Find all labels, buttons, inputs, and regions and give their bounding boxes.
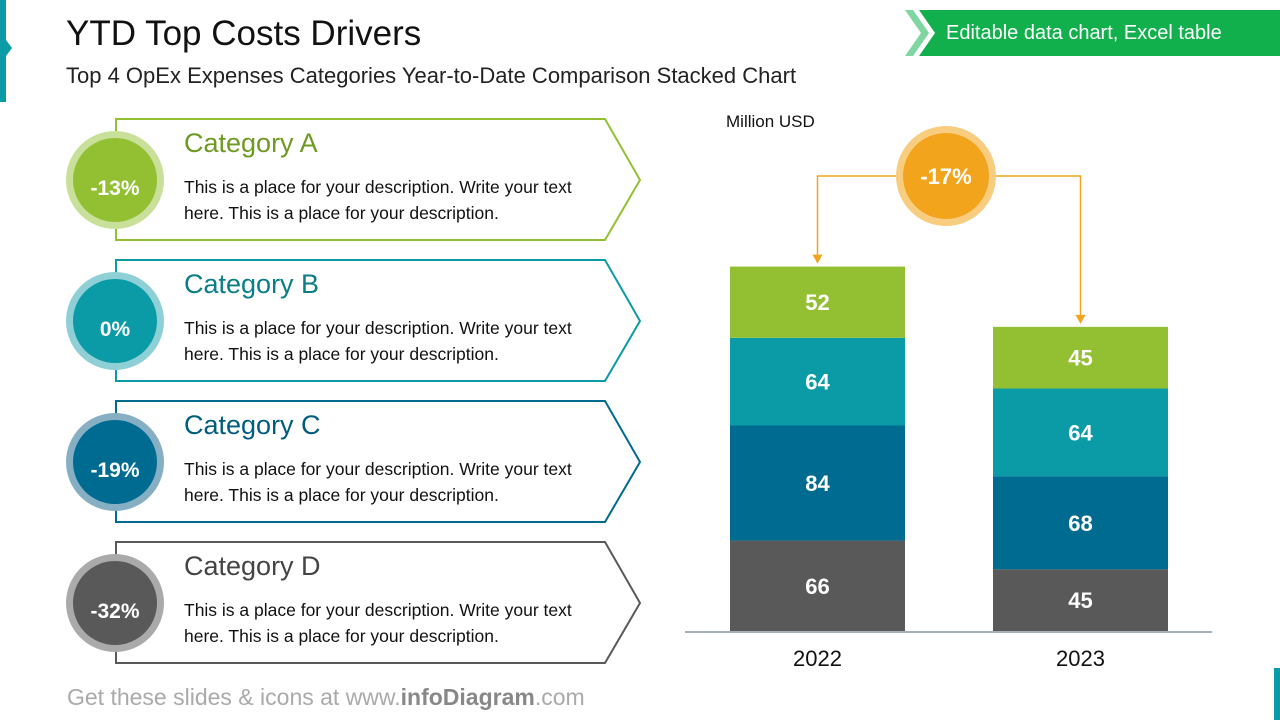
data-label: 64 <box>805 370 830 395</box>
change-badge <box>903 133 989 219</box>
bar-segment <box>730 425 905 541</box>
category-card: -13% Category A This is a place for your… <box>60 118 660 242</box>
arrow-box-shape <box>66 259 642 382</box>
banner-label: Editable data chart, Excel table <box>946 22 1222 44</box>
footer-text: Get these slides & icons at www.infoDiag… <box>67 684 585 711</box>
change-value: -13% <box>90 177 140 200</box>
data-label: 68 <box>1068 511 1092 536</box>
bar-segment <box>730 266 905 338</box>
category-card: 0% Category B This is a place for your d… <box>60 259 660 383</box>
change-value: -19% <box>90 459 140 482</box>
page-subtitle: Top 4 OpEx Expenses Categories Year-to-D… <box>66 63 797 88</box>
arrowhead-icon <box>1075 314 1086 324</box>
category-title: Category C <box>184 410 321 440</box>
data-label: 66 <box>805 574 829 599</box>
category-title: Category B <box>184 269 320 299</box>
category-title: Category D <box>184 551 321 581</box>
data-label: 52 <box>805 290 829 315</box>
x-tick-label: 2022 <box>793 646 842 671</box>
x-tick-label: 2023 <box>1056 646 1105 671</box>
change-value: 0% <box>99 318 131 341</box>
page-title: YTD Top Costs Drivers <box>66 14 422 53</box>
banner-shape <box>905 10 1280 56</box>
footer-prefix: Get these slides & icons at www. <box>67 684 401 710</box>
unit-label: Million USD <box>726 112 815 131</box>
footer-suffix: .com <box>534 684 585 710</box>
data-label: 45 <box>1068 346 1092 371</box>
category-card: -32% Category D This is a place for your… <box>60 541 660 665</box>
bar-segment <box>730 337 905 426</box>
data-label: 45 <box>1068 588 1092 613</box>
arrowhead-icon <box>812 254 823 264</box>
footer-brand: infoDiagram <box>400 684 535 710</box>
bar-segment <box>730 540 905 631</box>
category-description: This is a place for your description. Wr… <box>184 318 572 364</box>
bar-segment <box>993 326 1168 389</box>
data-label: 84 <box>805 471 830 496</box>
arrow-box-shape <box>66 118 642 241</box>
arrow-box-shape <box>66 541 642 664</box>
data-label: 64 <box>1068 420 1093 445</box>
change-badge-label: -17% <box>920 164 971 189</box>
corner-accent <box>1274 668 1280 720</box>
change-circle <box>73 420 157 504</box>
change-circle <box>73 279 157 363</box>
category-description: This is a place for your description. Wr… <box>184 600 572 646</box>
bar-segment <box>993 388 1168 477</box>
change-circle <box>73 138 157 222</box>
bar-segment <box>993 476 1168 570</box>
category-description: This is a place for your description. Wr… <box>184 459 572 505</box>
accent-bar <box>0 0 12 102</box>
change-value: -32% <box>90 600 140 623</box>
bar-segment <box>993 569 1168 631</box>
category-card: -19% Category C This is a place for your… <box>60 400 660 524</box>
change-circle <box>73 561 157 645</box>
category-description: This is a place for your description. Wr… <box>184 177 572 223</box>
arrow-box-shape <box>66 400 642 523</box>
category-title: Category A <box>184 128 318 158</box>
